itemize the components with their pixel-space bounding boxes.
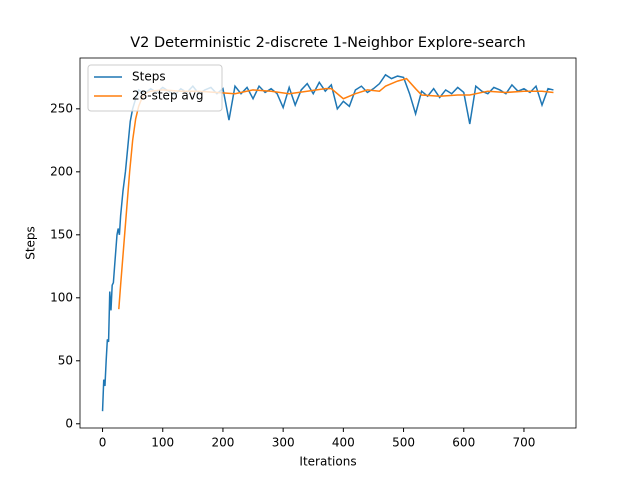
legend: Steps 28-step avg — [87, 64, 223, 112]
y-tick-label: 100 — [50, 290, 73, 304]
series-line — [101, 73, 554, 412]
legend-label: 28-step avg — [132, 89, 203, 103]
y-tick-label: 250 — [50, 101, 73, 115]
x-tick-label: 100 — [151, 436, 174, 450]
x-tick-label: 500 — [392, 436, 415, 450]
y-tick-label: 150 — [50, 227, 73, 241]
y-tick-label: 200 — [50, 164, 73, 178]
series-line — [118, 77, 554, 310]
y-axis-label: Steps — [24, 226, 38, 260]
chart-title: V2 Deterministic 2-discrete 1-Neighbor E… — [130, 35, 525, 51]
x-axis-label: Iterations — [299, 455, 356, 469]
x-tick-label: 200 — [211, 436, 234, 450]
legend-label: Steps — [132, 70, 166, 84]
x-tick-label: 0 — [99, 436, 107, 450]
x-tick-label: 300 — [272, 436, 295, 450]
axes-frame — [79, 57, 577, 429]
x-tick-label: 400 — [332, 436, 355, 450]
y-tick-label: 0 — [65, 416, 73, 430]
x-tick-label: 700 — [513, 436, 536, 450]
y-tick-label: 50 — [58, 353, 73, 367]
x-tick-label: 600 — [452, 436, 475, 450]
